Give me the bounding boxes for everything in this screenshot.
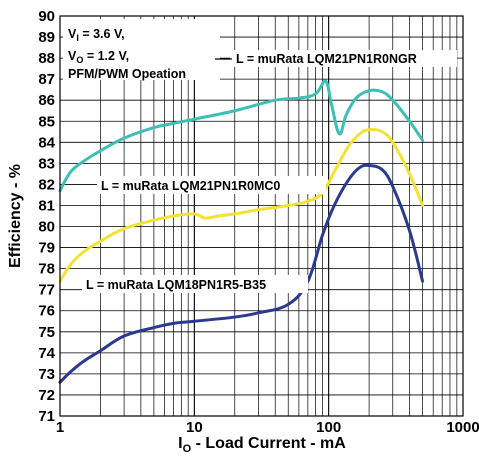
- series-line-0: [58, 79, 425, 193]
- label-box-mc0: [97, 176, 326, 194]
- y-tick-label: 89: [38, 29, 55, 46]
- plot-background: [60, 16, 463, 416]
- x-tick-label: 1: [56, 419, 64, 436]
- y-tick-label: 79: [38, 240, 55, 257]
- y-tick-label: 88: [38, 50, 55, 67]
- y-tick-label: 72: [38, 387, 55, 404]
- y-tick-label: 87: [38, 71, 55, 88]
- axis-tick-labels: 71 72 73 74 75 76 77 78 79 80 81 82 83 84 85 86 87 88 89 90…: [38, 8, 479, 436]
- series-line-2: [58, 163, 425, 384]
- y-tick-label: 82: [38, 176, 55, 193]
- plot-frame: [59, 15, 464, 417]
- y-tick-label: 81: [38, 197, 55, 214]
- y-tick-label: 80: [38, 219, 55, 236]
- y-tick-label: 76: [38, 303, 55, 320]
- plot-border: [59, 15, 464, 417]
- y-tick-label: 71: [38, 408, 55, 425]
- condition-vo: VO = 1.2 V,: [68, 49, 129, 65]
- y-tick-label: 83: [38, 155, 55, 172]
- label-box-ngr: [230, 50, 457, 67]
- condition-vi: VI = 3.6 V,: [68, 27, 125, 43]
- y-tick-label: 74: [38, 345, 55, 362]
- series-label-ngr: L = muRata LQM21PN1R0NGR: [236, 52, 417, 66]
- y-tick-label: 77: [38, 282, 55, 299]
- y-tick-label: 86: [38, 92, 55, 109]
- x-tick-label: 10: [186, 419, 203, 436]
- x-axis-title: IO - Load Current - mA: [178, 435, 346, 455]
- x-tick-label: 100: [316, 419, 341, 436]
- series-line-1: [58, 128, 425, 283]
- y-tick-label: 84: [38, 134, 55, 151]
- y-axis-title: Efficiency - %: [7, 164, 24, 268]
- series-label-mc0: L = muRata LQM21PN1R0MC0: [101, 179, 280, 193]
- y-tick-label: 90: [38, 8, 55, 25]
- series-label-b35: L = muRata LQM18PN1R5-B35: [86, 278, 266, 292]
- label-box-b35: [82, 275, 308, 293]
- x-tick-label: 1000: [446, 419, 479, 436]
- y-tick-label: 73: [38, 366, 55, 383]
- y-tick-label: 78: [38, 261, 55, 278]
- conditions-box: [63, 19, 220, 80]
- y-tick-label: 75: [38, 324, 55, 341]
- series-lines: [58, 79, 425, 384]
- condition-mode: PFM/PWM Opeation: [68, 67, 186, 81]
- y-tick-label: 85: [38, 113, 55, 130]
